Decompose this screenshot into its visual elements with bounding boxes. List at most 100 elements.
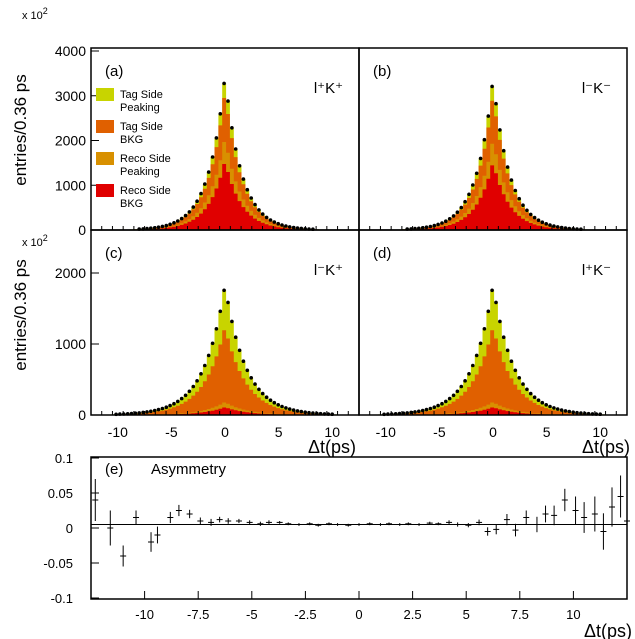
data-point xyxy=(168,222,172,227)
data-point xyxy=(280,223,284,227)
data-point xyxy=(478,156,483,161)
data-point xyxy=(552,406,556,410)
multiplier-mid: x 102 xyxy=(22,233,48,249)
x-tick-label: 7.5 xyxy=(511,607,529,622)
panel-label: l⁺K⁺ xyxy=(314,80,343,97)
data-point xyxy=(555,225,560,229)
data-point xyxy=(164,223,169,228)
x-tick-label: -10 xyxy=(108,424,128,440)
data-point xyxy=(428,224,433,229)
data-point xyxy=(490,84,494,89)
data-point xyxy=(295,409,300,413)
data-point xyxy=(498,128,502,132)
data-point xyxy=(230,126,234,130)
y-tick-label: 2000 xyxy=(55,265,86,281)
panel-title: Asymmetry xyxy=(151,461,227,478)
stack-layer-tag-bkg xyxy=(359,330,627,415)
x-tick-label: 0 xyxy=(355,607,362,622)
data-point xyxy=(575,410,579,415)
stack-layer-reco-bkg xyxy=(91,164,359,230)
data-point xyxy=(145,410,149,414)
data-point xyxy=(528,391,533,396)
panel-frame xyxy=(90,456,628,600)
data-point xyxy=(528,212,533,217)
data-point xyxy=(436,403,440,408)
data-point xyxy=(203,363,207,368)
data-point xyxy=(447,217,452,221)
y-axis-label-top: entries/0.36 ps xyxy=(11,74,30,186)
data-point xyxy=(532,395,537,400)
data-point xyxy=(199,191,203,196)
panel-tag: (d) xyxy=(373,245,391,262)
data-point xyxy=(160,406,165,411)
data-point xyxy=(233,335,238,340)
data-point xyxy=(272,220,277,224)
data-point xyxy=(260,391,265,396)
data-point xyxy=(494,300,498,305)
x-tick-label: 10 xyxy=(566,607,580,622)
data-point xyxy=(517,196,521,201)
legend-swatch xyxy=(96,88,114,101)
y-tick-label: 1000 xyxy=(55,336,86,352)
y-tick-label: 2000 xyxy=(55,133,86,149)
data-point xyxy=(455,210,460,214)
data-point xyxy=(509,359,514,364)
data-point xyxy=(428,406,433,411)
panel-label: l⁺K⁻ xyxy=(582,262,611,279)
data-point xyxy=(494,101,498,106)
data-point xyxy=(405,411,410,415)
legend-label: Tag Side xyxy=(120,121,163,133)
data-point xyxy=(230,319,234,324)
y-tick-label: -0.05 xyxy=(43,556,73,571)
dt-axis-label-right: Δt(ps) xyxy=(582,437,630,457)
data-point xyxy=(455,389,460,394)
data-point xyxy=(218,309,223,314)
data-point xyxy=(156,407,161,412)
data-point xyxy=(505,165,510,169)
data-point xyxy=(152,226,157,230)
data-point xyxy=(579,411,583,415)
data-point xyxy=(245,368,250,373)
x-tick-label: -7.5 xyxy=(187,607,209,622)
data-point xyxy=(287,225,292,229)
legend-label: Reco Side xyxy=(120,153,171,165)
data-point xyxy=(172,221,176,225)
data-point xyxy=(413,410,417,414)
data-point xyxy=(517,376,521,380)
data-point xyxy=(444,219,448,223)
legend-sublabel: BKG xyxy=(120,198,143,210)
data-point xyxy=(521,203,525,207)
data-point xyxy=(409,410,413,415)
data-point xyxy=(447,396,452,401)
data-point xyxy=(463,199,467,204)
x-tick-label: 2.5 xyxy=(404,607,422,622)
data-point xyxy=(440,401,444,406)
data-point xyxy=(459,384,464,389)
data-point xyxy=(187,389,192,394)
x-tick-label: 0 xyxy=(221,424,229,440)
legend-label: Tag Side xyxy=(120,89,163,101)
data-point xyxy=(264,395,269,400)
stack-layer-reco-bkg xyxy=(359,407,627,415)
data-point xyxy=(548,404,552,409)
y-tick-label: 0.05 xyxy=(48,486,73,501)
dt-axis-label-bottom: Δt(ps) xyxy=(584,621,632,639)
data-point xyxy=(164,405,169,410)
data-point xyxy=(536,398,541,403)
data-point xyxy=(280,404,284,409)
panel-label: l⁻K⁺ xyxy=(314,262,343,279)
y-axis-label-mid: entries/0.36 ps xyxy=(11,259,30,371)
data-point xyxy=(187,210,192,214)
x-tick-label: 0 xyxy=(489,424,497,440)
data-point xyxy=(420,226,425,230)
legend-label: Reco Side xyxy=(120,185,171,197)
data-point xyxy=(540,400,545,405)
data-point xyxy=(563,226,568,230)
x-tick-label: -10 xyxy=(135,607,154,622)
data-point xyxy=(451,214,456,218)
data-point xyxy=(218,112,223,116)
panel-e-plot: -0.1 -0.05 0 0.05 0.1 -10 -7.5 -5 -2.5 0 2.5 5 7.5 10… xyxy=(43,451,630,622)
data-point xyxy=(474,171,479,176)
data-point xyxy=(451,393,456,398)
data-point xyxy=(498,319,502,324)
